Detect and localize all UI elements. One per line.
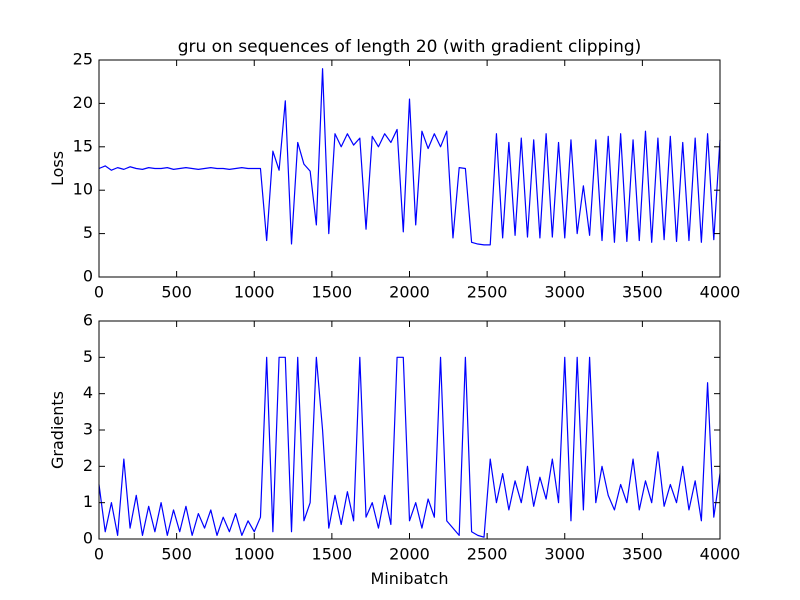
y-tick-label: 6	[83, 311, 93, 330]
x-tick-label: 2500	[467, 283, 508, 302]
y-axis-label: Gradients	[48, 391, 67, 469]
x-tick-label: 4000	[700, 283, 741, 302]
x-tick-label: 0	[94, 283, 104, 302]
x-tick-label: 1500	[312, 283, 353, 302]
x-tick-label: 500	[161, 545, 192, 564]
y-tick-label: 20	[73, 93, 93, 112]
x-tick-label: 2000	[389, 283, 430, 302]
x-tick-label: 1500	[312, 545, 353, 564]
chart-title: gru on sequences of length 20 (with grad…	[178, 37, 642, 57]
x-tick-label: 2500	[467, 545, 508, 564]
data-line	[98, 356, 721, 538]
data-line	[98, 68, 721, 246]
x-tick-label: 4000	[700, 545, 741, 564]
y-tick-label: 3	[83, 420, 93, 439]
y-tick-label: 5	[83, 347, 93, 366]
x-tick-label: 3500	[622, 283, 663, 302]
y-tick-label: 15	[73, 136, 93, 155]
y-tick-label: 2	[83, 456, 93, 475]
y-tick-label: 1	[83, 492, 93, 511]
y-tick-label: 0	[83, 267, 93, 286]
y-axis-label: Loss	[48, 151, 67, 186]
x-tick-label: 500	[161, 283, 192, 302]
x-tick-label: 0	[94, 545, 104, 564]
x-tick-label: 3000	[544, 283, 585, 302]
x-tick-label: 3000	[544, 545, 585, 564]
y-tick-label: 4	[83, 383, 93, 402]
x-axis-label: Minibatch	[370, 569, 448, 588]
y-tick-label: 5	[83, 223, 93, 242]
y-tick-label: 25	[73, 50, 93, 69]
y-tick-label: 0	[83, 529, 93, 548]
x-tick-label: 1000	[234, 545, 275, 564]
x-tick-label: 3500	[622, 545, 663, 564]
y-tick-label: 10	[73, 180, 93, 199]
x-tick-label: 2000	[389, 545, 430, 564]
x-tick-label: 1000	[234, 283, 275, 302]
